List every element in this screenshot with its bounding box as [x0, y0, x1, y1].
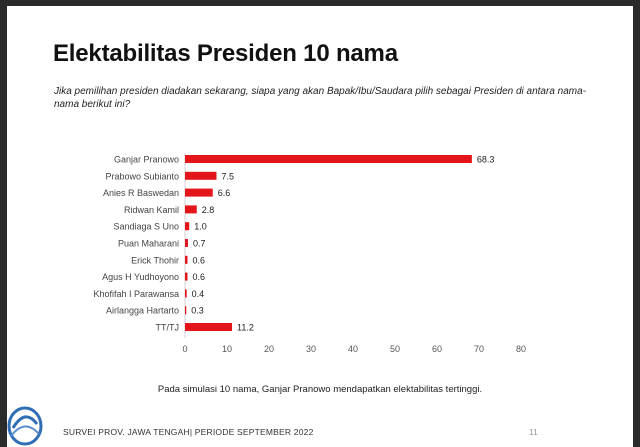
- bar: [185, 188, 213, 197]
- data-label: 0.3: [191, 306, 204, 316]
- survey-logo-icon: [7, 406, 43, 446]
- data-label: 11.2: [237, 323, 254, 333]
- category-label: Sandiaga S Uno: [113, 222, 179, 232]
- bar: [185, 289, 187, 298]
- bar: [185, 222, 190, 231]
- bar: [185, 155, 472, 163]
- data-label: 68.3: [477, 155, 495, 165]
- survey-question: Jika pemilihan presiden diadakan sekaran…: [54, 86, 587, 110]
- category-label: Khofifah I Parawansa: [93, 289, 179, 299]
- bar-chart: Ganjar Pranowo 68.3 Prabowo Subianto 7.5 Ani…: [93, 155, 526, 355]
- data-label: 6.6: [218, 188, 231, 198]
- data-label: 2.8: [202, 205, 215, 215]
- data-label: 0.6: [193, 272, 206, 282]
- x-tick-label: 20: [264, 344, 274, 354]
- x-tick-label: 0: [182, 344, 187, 354]
- bar: [185, 205, 197, 214]
- data-label: 0.4: [192, 289, 205, 299]
- x-tick-label: 70: [474, 344, 484, 354]
- footer-survey-period: SURVEI PROV. JAWA TENGAH| PERIODE SEPTEM…: [63, 427, 314, 437]
- bar: [185, 255, 188, 264]
- category-label: Prabowo Subianto: [105, 171, 179, 181]
- bar: [185, 306, 187, 315]
- chart-footnote: Pada simulasi 10 nama, Ganjar Pranowo me…: [157, 384, 483, 395]
- slide: Elektabilitas Presiden 10 nama Jika pemi…: [7, 6, 633, 447]
- bar: [185, 272, 188, 281]
- category-label: Puan Maharani: [118, 239, 179, 249]
- category-label: Erick Thohir: [131, 255, 179, 265]
- category-label: Airlangga Hartarto: [106, 306, 179, 316]
- category-label: Agus H Yudhoyono: [102, 272, 179, 282]
- x-tick-label: 60: [432, 344, 442, 354]
- bar: [185, 239, 188, 247]
- category-label: Anies R Baswedan: [103, 188, 179, 198]
- bar: [185, 171, 217, 180]
- category-label: Ganjar Pranowo: [114, 155, 179, 165]
- slide-title: Elektabilitas Presiden 10 nama: [53, 40, 398, 67]
- data-label: 7.5: [222, 171, 235, 181]
- category-label: TT/TJ: [156, 323, 180, 333]
- category-label: Ridwan Kamil: [124, 205, 179, 215]
- x-tick-label: 50: [390, 344, 400, 354]
- bar: [185, 323, 233, 331]
- page-number: 11: [529, 427, 538, 437]
- data-label: 1.0: [194, 222, 207, 232]
- data-label: 0.7: [193, 239, 206, 249]
- x-tick-label: 40: [348, 344, 358, 354]
- x-tick-label: 30: [306, 344, 316, 354]
- x-tick-label: 10: [222, 344, 232, 354]
- x-tick-label: 80: [516, 344, 526, 354]
- data-label: 0.6: [193, 255, 206, 265]
